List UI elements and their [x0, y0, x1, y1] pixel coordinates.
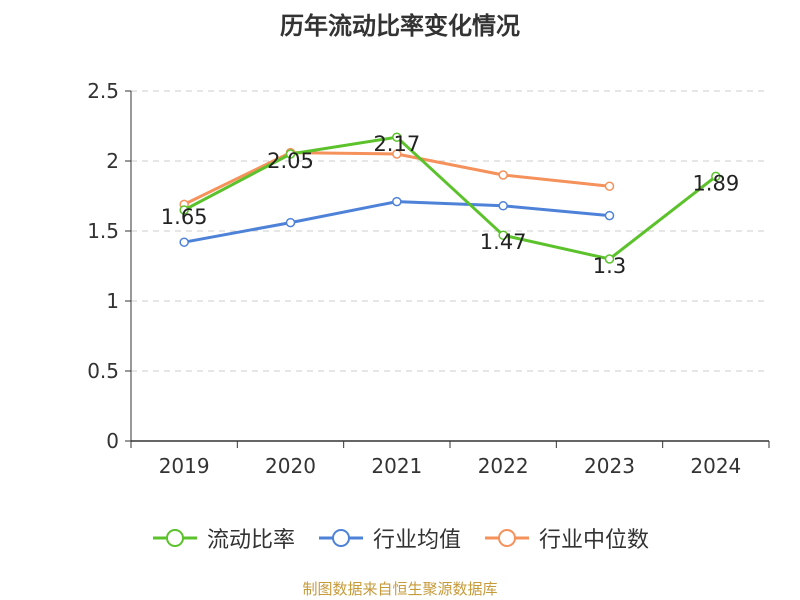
- legend: 流动比率 行业均值 行业中位数: [0, 518, 800, 558]
- series-line-0: [183, 135, 717, 261]
- series-point-0-2019: [179, 205, 189, 215]
- series-point-0-2021: [392, 132, 402, 142]
- x-tick-label-2023: 2023: [584, 454, 635, 478]
- legend-label: 行业均值: [372, 528, 461, 553]
- x-tick-label-2020: 2020: [265, 454, 316, 478]
- series-point-1-2021: [392, 196, 402, 207]
- series-point-1-2019: [179, 237, 189, 247]
- grid-lines: [131, 90, 769, 372]
- series-point-0-2024: [711, 171, 721, 182]
- legend-label: 流动比率: [206, 528, 295, 553]
- series-point-0-2020: [285, 149, 296, 159]
- y-tick-label-4: 2: [106, 149, 119, 173]
- y-tick-label-2: 1: [106, 289, 119, 313]
- legend-item-0[interactable]: 流动比率: [151, 522, 295, 554]
- series-line-2: [183, 151, 610, 206]
- source-note: 制图数据来自恒生聚源数据库: [302, 580, 498, 598]
- data-label-2021: 2.17: [373, 132, 420, 156]
- legend-label: 行业中位数: [539, 528, 650, 553]
- x-tick-label-2021: 2021: [371, 454, 422, 478]
- series-point-1-2020: [285, 217, 296, 228]
- data-label-2022: 1.47: [480, 230, 527, 254]
- data-labels: 1.65 2.05 2.17 1.47 1.3 1.89: [161, 132, 739, 278]
- x-tick-label-2024: 2024: [690, 454, 741, 478]
- series-line-1: [183, 200, 610, 244]
- chart-title: 历年流动比率变化情况: [280, 12, 520, 40]
- data-label-2020: 2.05: [267, 149, 314, 173]
- axes: 0 0.5 1 1.5 2 2.5 2019 2020 2021 2022 2023 2024: [87, 79, 770, 478]
- data-label-2019: 1.65: [161, 205, 208, 229]
- data-label-2023: 1.3: [593, 254, 626, 278]
- legend-item-2[interactable]: 行业中位数: [483, 522, 649, 554]
- legend-line-circle-icon: [318, 529, 363, 547]
- legend-line-circle-icon: [485, 529, 529, 547]
- series-point-2-2023: [604, 181, 615, 191]
- series-point-2-2021: [392, 149, 402, 159]
- x-tick-label-2019: 2019: [159, 454, 210, 478]
- series-point-2-2022: [498, 170, 508, 180]
- x-tick-label-2022: 2022: [478, 454, 529, 478]
- legend-item-1[interactable]: 行业均值: [317, 522, 461, 554]
- series-point-0-2022: [498, 230, 508, 240]
- series-lines: [179, 132, 721, 264]
- y-tick-label-0: 0: [106, 429, 119, 453]
- series-point-1-2023: [604, 210, 615, 221]
- series-point-1-2022: [498, 201, 508, 211]
- y-tick-label-3: 1.5: [87, 219, 119, 243]
- series-point-0-2023: [604, 254, 615, 264]
- y-tick-label-1: 0.5: [87, 359, 119, 383]
- y-tick-label-5: 2.5: [87, 79, 119, 103]
- data-label-2024: 1.89: [692, 171, 739, 195]
- legend-line-circle-icon: [152, 529, 197, 547]
